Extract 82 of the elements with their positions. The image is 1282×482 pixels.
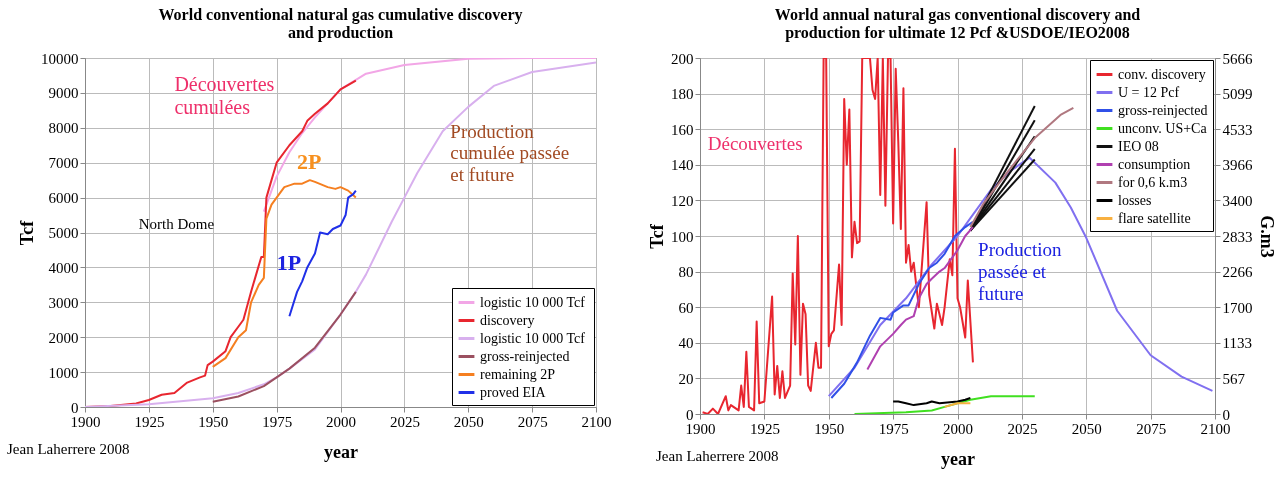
legend-label: conv. discovery <box>1118 66 1206 82</box>
y-tick-label: 2000 <box>48 329 79 346</box>
legend-label: IEO 08 <box>1118 138 1159 154</box>
y2-tick-label: 3400 <box>1222 192 1253 209</box>
y-tick-label: 5000 <box>48 225 79 241</box>
x-tick-label: 2075 <box>1136 420 1167 437</box>
y-tick-label: 20 <box>678 370 694 387</box>
y2-tick-label: 0 <box>1222 406 1230 423</box>
annotation: 2P <box>297 149 322 175</box>
legend-label: losses <box>1118 192 1152 208</box>
legend-label: discovery <box>480 312 535 328</box>
y-tick-label: 80 <box>678 264 694 281</box>
annotation: Découvertes <box>707 132 803 154</box>
x-tick-label: 1900 <box>70 413 101 430</box>
x-tick-label: 2100 <box>581 413 612 430</box>
legend-label: logistic 10 000 Tcf <box>480 294 586 310</box>
y2-tick-label: 4533 <box>1222 121 1253 138</box>
x-axis-title: year <box>941 448 975 469</box>
legend-label: gross-reinjected <box>480 348 570 364</box>
legend-label: unconv. US+Ca <box>1118 120 1208 136</box>
legend-label: flare satellite <box>1118 210 1191 226</box>
y-tick-label: 9000 <box>48 85 79 102</box>
legend-label: consumption <box>1118 156 1191 172</box>
y-tick-label: 1000 <box>48 364 79 381</box>
y-tick-label: 10000 <box>41 50 79 67</box>
text: Jean Laherrere 2008 <box>7 441 130 457</box>
y-tick-label: 120 <box>671 192 694 209</box>
legend-label: gross-reinjected <box>1118 102 1208 118</box>
x-tick-label: 2075 <box>517 413 548 430</box>
y-tick-label: 8000 <box>48 120 79 137</box>
y2-tick-label: 2833 <box>1222 228 1253 245</box>
y2-tick-label: 5099 <box>1222 86 1253 103</box>
x-tick-label: 1950 <box>814 420 845 437</box>
annotation: Découvertes cumulées <box>174 73 275 119</box>
legend-label: remaining 2P <box>480 366 556 382</box>
y2-tick-label: 1133 <box>1222 335 1252 352</box>
y-tick-label: 140 <box>671 157 694 174</box>
y2-tick-label: 3966 <box>1222 157 1253 174</box>
x-tick-label: 1950 <box>198 413 229 430</box>
x-tick-label: 2025 <box>389 413 420 430</box>
annotation: Production cumulée passée et future <box>450 120 570 186</box>
y-axis-title: Tcf <box>647 223 667 249</box>
y2-axis-title: G.m3 <box>1256 215 1277 258</box>
x-axis-title: year <box>324 441 358 462</box>
y-axis-title: Tcf <box>17 219 37 246</box>
y-tick-label: 7000 <box>48 155 79 172</box>
y2-tick-label: 567 <box>1222 370 1246 387</box>
x-tick-label: 1975 <box>262 413 293 430</box>
x-tick-label: 2100 <box>1200 420 1231 437</box>
x-tick-label: 2050 <box>1071 420 1102 437</box>
x-tick-label: 2025 <box>1007 420 1038 437</box>
y-tick-label: 100 <box>671 228 694 245</box>
text: Jean Laherrere 2008 <box>656 448 779 464</box>
legend-label: proved EIA <box>480 384 547 400</box>
x-tick-label: 1975 <box>878 420 909 437</box>
y-tick-label: 200 <box>671 50 694 67</box>
y-tick-label: 0 <box>71 399 79 416</box>
annotation: North Dome <box>138 215 215 232</box>
y-tick-label: 0 <box>686 406 694 423</box>
annotation: 1P <box>276 250 302 276</box>
y2-tick-label: 2266 <box>1222 264 1253 281</box>
x-tick-label: 2050 <box>453 413 484 430</box>
y2-tick-label: 5666 <box>1222 50 1253 67</box>
y-tick-label: 40 <box>678 335 694 352</box>
x-tick-label: 1925 <box>749 420 780 437</box>
y-tick-label: 6000 <box>48 190 79 207</box>
y2-tick-label: 1700 <box>1222 299 1253 316</box>
chart-title: World annual natural gas conventional discovery and production for ultimate 12 Pcf &USDOE/IEO2008 <box>774 6 1141 42</box>
legend-label: logistic 10 000 Tcf <box>480 330 586 346</box>
x-tick-label: 2000 <box>326 413 356 430</box>
y-tick-label: 180 <box>671 86 694 103</box>
x-tick-label: 2000 <box>943 420 973 437</box>
x-tick-label: 1925 <box>134 413 165 430</box>
y-tick-label: 4000 <box>48 259 79 276</box>
y-tick-label: 160 <box>671 121 694 138</box>
y-tick-label: 3000 <box>48 294 79 311</box>
y-tick-label: 60 <box>678 299 694 316</box>
legend-label: for 0,6 k.m3 <box>1118 174 1188 190</box>
chart-title: World conventional natural gas cumulative discovery and production <box>158 6 523 42</box>
legend-label: U = 12 Pcf <box>1118 84 1180 100</box>
x-tick-label: 1900 <box>685 420 716 437</box>
annotation: Production passée et future <box>978 239 1062 305</box>
